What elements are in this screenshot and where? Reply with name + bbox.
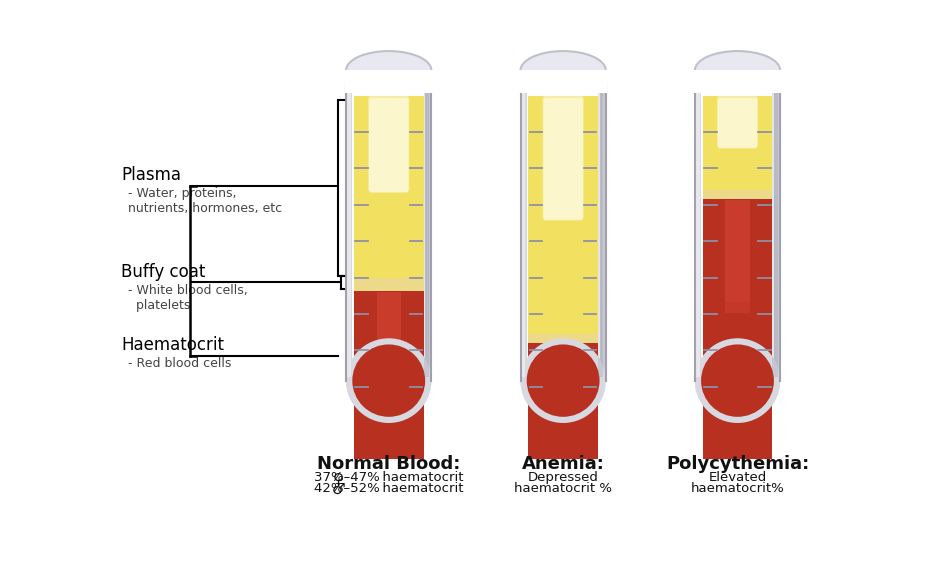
Bar — [726, 200, 750, 302]
Text: Buffy coat: Buffy coat — [121, 263, 206, 281]
Ellipse shape — [526, 345, 600, 417]
Bar — [345, 70, 433, 93]
Ellipse shape — [695, 51, 780, 90]
FancyBboxPatch shape — [717, 96, 758, 148]
Ellipse shape — [346, 338, 431, 423]
Text: 37%–47% haematocrit: 37%–47% haematocrit — [314, 471, 463, 483]
Ellipse shape — [521, 77, 605, 91]
Bar — [353, 96, 424, 277]
Bar — [702, 188, 773, 199]
Bar — [702, 188, 773, 199]
Text: 42%–52% haematocrit: 42%–52% haematocrit — [314, 482, 463, 495]
Bar — [346, 84, 352, 381]
Bar — [702, 197, 773, 423]
Bar — [353, 289, 424, 459]
Ellipse shape — [346, 338, 431, 423]
Bar — [377, 292, 401, 359]
Ellipse shape — [521, 51, 605, 90]
Text: - Water, proteins,
nutrients, hormones, etc: - Water, proteins, nutrients, hormones, … — [128, 188, 282, 215]
Bar — [528, 96, 598, 333]
Bar — [521, 84, 605, 381]
FancyBboxPatch shape — [543, 98, 583, 220]
Ellipse shape — [701, 80, 774, 89]
Bar — [346, 88, 351, 377]
Text: Elevated: Elevated — [709, 471, 767, 483]
Bar — [424, 88, 429, 377]
Ellipse shape — [695, 77, 780, 91]
Bar — [528, 331, 598, 343]
Bar — [353, 289, 424, 423]
Bar — [526, 84, 600, 381]
Text: Normal Blood:: Normal Blood: — [317, 455, 461, 473]
Bar — [377, 292, 401, 352]
Ellipse shape — [544, 59, 561, 76]
Bar — [598, 88, 603, 377]
Bar — [519, 70, 607, 93]
Text: - Red blood cells: - Red blood cells — [128, 357, 231, 370]
Text: haematocrit%: haematocrit% — [691, 482, 784, 495]
Ellipse shape — [526, 345, 600, 417]
FancyBboxPatch shape — [368, 96, 409, 192]
Ellipse shape — [521, 338, 605, 423]
Text: haematocrit %: haematocrit % — [514, 482, 612, 495]
Bar — [551, 344, 575, 385]
Ellipse shape — [369, 59, 386, 76]
FancyBboxPatch shape — [718, 98, 758, 148]
Bar — [353, 276, 424, 291]
Bar — [695, 84, 701, 381]
Bar — [352, 84, 425, 381]
Text: - White blood cells,
  platelets: - White blood cells, platelets — [128, 284, 247, 312]
Bar — [695, 84, 780, 381]
Bar — [528, 96, 598, 333]
Bar — [551, 344, 575, 381]
Ellipse shape — [695, 338, 780, 423]
Ellipse shape — [352, 345, 425, 417]
Bar — [702, 197, 773, 459]
Bar — [702, 96, 773, 190]
Text: Depressed: Depressed — [527, 471, 599, 483]
FancyBboxPatch shape — [369, 98, 409, 193]
Bar — [695, 88, 699, 377]
Ellipse shape — [346, 77, 431, 91]
Ellipse shape — [352, 345, 425, 417]
FancyBboxPatch shape — [542, 96, 584, 220]
Bar — [521, 88, 525, 377]
Ellipse shape — [701, 345, 774, 417]
Text: Haematocrit: Haematocrit — [121, 336, 225, 355]
Bar — [353, 276, 424, 290]
Ellipse shape — [701, 345, 774, 417]
Ellipse shape — [352, 345, 425, 417]
Ellipse shape — [526, 80, 600, 89]
Bar — [600, 84, 605, 381]
Bar — [521, 84, 526, 381]
Ellipse shape — [526, 345, 600, 417]
Ellipse shape — [521, 338, 605, 423]
Bar — [528, 341, 598, 423]
Bar — [726, 200, 750, 313]
Ellipse shape — [701, 345, 774, 417]
Text: ♀: ♀ — [333, 471, 344, 486]
Bar — [774, 84, 780, 381]
Bar — [353, 96, 424, 278]
Bar — [528, 331, 598, 343]
Text: Anemia:: Anemia: — [522, 455, 604, 473]
Ellipse shape — [695, 338, 780, 423]
Ellipse shape — [346, 51, 431, 90]
Bar — [702, 96, 773, 189]
Ellipse shape — [352, 80, 425, 89]
Text: Plasma: Plasma — [121, 166, 181, 184]
Text: Polycythemia:: Polycythemia: — [666, 455, 809, 473]
Bar — [528, 341, 598, 459]
Ellipse shape — [718, 59, 735, 76]
Bar — [694, 70, 782, 93]
Bar — [425, 84, 431, 381]
Bar — [701, 84, 774, 381]
Bar — [773, 88, 777, 377]
Bar — [346, 84, 431, 381]
Text: ♂: ♂ — [332, 482, 345, 498]
